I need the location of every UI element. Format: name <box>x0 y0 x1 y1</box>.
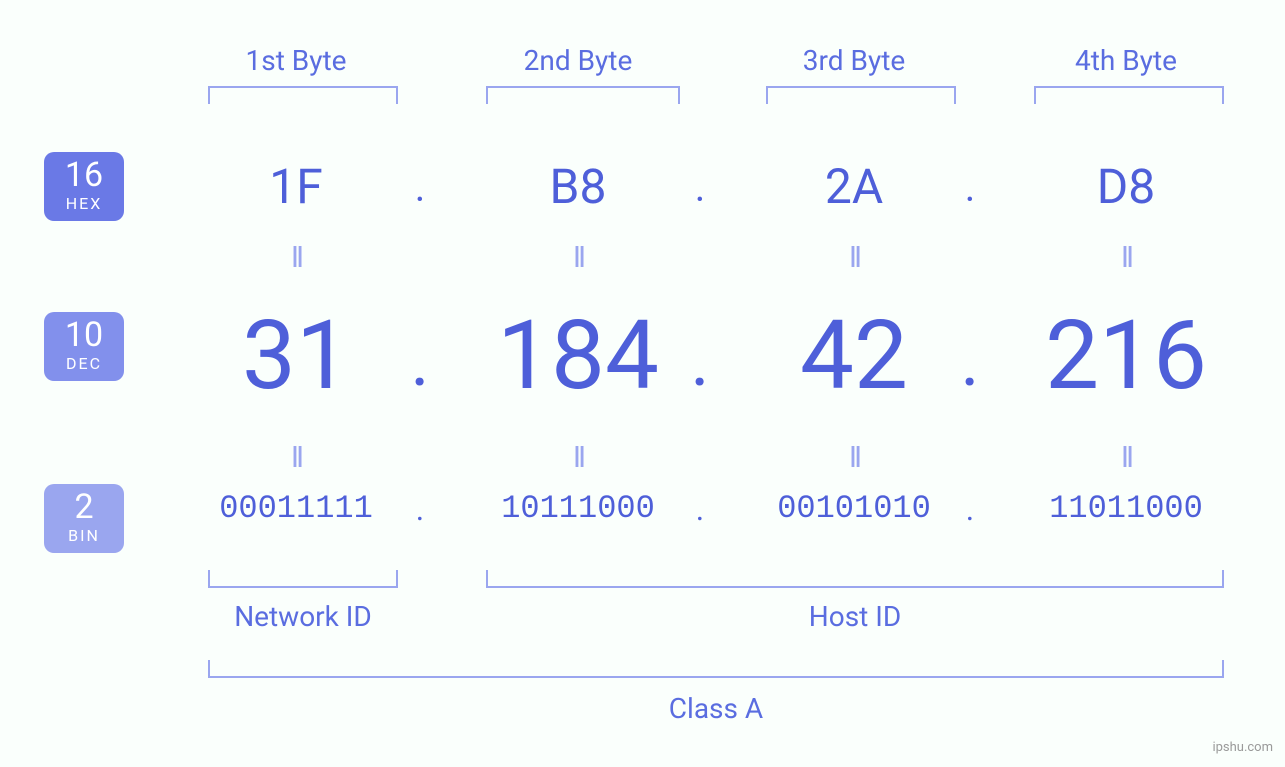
dec-dot-3: . <box>950 318 990 403</box>
bin-dot-3: . <box>950 490 990 528</box>
bracket-class <box>208 660 1224 678</box>
bin-dot-2: . <box>680 490 720 528</box>
badge-hex: 16 HEX <box>44 152 124 221</box>
eq-hex-dec-2: II <box>558 240 598 275</box>
byte-header-2: 2nd Byte <box>478 44 678 77</box>
bin-byte-3: 00101010 <box>734 490 974 527</box>
badge-hex-label: HEX <box>44 194 124 213</box>
dec-byte-4: 216 <box>1006 300 1246 412</box>
dec-byte-3: 42 <box>734 300 974 412</box>
byte-header-4: 4th Byte <box>1026 44 1226 77</box>
label-host-id: Host ID <box>486 600 1224 633</box>
hex-dot-1: . <box>400 164 440 211</box>
byte-header-1: 1st Byte <box>196 44 396 77</box>
watermark: ipshu.com <box>1212 740 1273 755</box>
eq-hex-dec-3: II <box>834 240 874 275</box>
hex-byte-4: D8 <box>1006 158 1246 215</box>
hex-dot-3: . <box>950 164 990 211</box>
bracket-top-2 <box>486 86 680 104</box>
hex-byte-2: B8 <box>458 158 698 215</box>
byte-header-3: 3rd Byte <box>754 44 954 77</box>
label-network-id: Network ID <box>208 600 398 633</box>
bracket-top-4 <box>1034 86 1224 104</box>
bin-byte-4: 11011000 <box>1006 490 1246 527</box>
ip-diagram: 1st Byte 2nd Byte 3rd Byte 4th Byte 16 H… <box>0 0 1285 767</box>
hex-byte-3: 2A <box>734 158 974 215</box>
badge-bin-num: 2 <box>44 490 124 524</box>
hex-dot-2: . <box>680 164 720 211</box>
eq-hex-dec-4: II <box>1106 240 1146 275</box>
bin-dot-1: . <box>400 490 440 528</box>
bracket-host-id <box>486 570 1224 588</box>
badge-dec-label: DEC <box>44 354 124 373</box>
dec-byte-1: 31 <box>176 300 416 412</box>
eq-dec-bin-1: II <box>276 440 316 475</box>
badge-hex-num: 16 <box>44 158 124 192</box>
dec-dot-1: . <box>400 318 440 403</box>
eq-dec-bin-4: II <box>1106 440 1146 475</box>
bin-byte-1: 00011111 <box>176 490 416 527</box>
badge-bin-label: BIN <box>44 526 124 545</box>
bin-byte-2: 10111000 <box>458 490 698 527</box>
dec-dot-2: . <box>680 318 720 403</box>
bracket-top-3 <box>766 86 956 104</box>
bracket-network-id <box>208 570 398 588</box>
badge-bin: 2 BIN <box>44 484 124 553</box>
bracket-top-1 <box>208 86 398 104</box>
hex-byte-1: 1F <box>176 158 416 215</box>
badge-dec-num: 10 <box>44 318 124 352</box>
dec-byte-2: 184 <box>458 300 698 412</box>
badge-dec: 10 DEC <box>44 312 124 381</box>
eq-hex-dec-1: II <box>276 240 316 275</box>
eq-dec-bin-2: II <box>558 440 598 475</box>
label-class: Class A <box>208 692 1224 725</box>
eq-dec-bin-3: II <box>834 440 874 475</box>
